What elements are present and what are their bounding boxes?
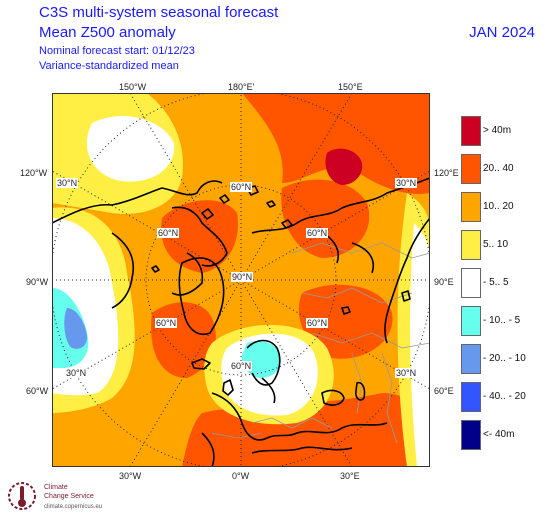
legend-label: 10.. 20 xyxy=(483,201,514,212)
lat-label-30n-sw: 30°N xyxy=(65,368,88,378)
variable-title: Mean Z500 anomaly xyxy=(39,24,176,41)
logo-url: climate.copernicus.eu xyxy=(44,504,103,510)
legend-item: <- 40m xyxy=(461,420,545,450)
lat-label-30n-ne: 30°N xyxy=(395,178,418,188)
coastlines xyxy=(52,177,430,467)
forecast-start: Nominal forecast start: 01/12/23 xyxy=(39,45,195,57)
copernicus-logo: Climate Change Service climate.copernicu… xyxy=(6,476,136,516)
legend-swatch xyxy=(461,230,481,260)
lon-label-0: 0°W xyxy=(232,471,250,481)
legend-item: > 40m xyxy=(461,116,545,146)
method-note: Variance-standardized mean xyxy=(39,60,179,72)
logo-text-line2: Change Service xyxy=(44,493,94,500)
lon-label-90w: 90°W xyxy=(26,277,49,287)
legend-label: - 5.. 5 xyxy=(483,277,509,288)
legend-swatch xyxy=(461,192,481,222)
anomaly-map xyxy=(52,93,430,467)
lat-label-60n-se: 60°N xyxy=(306,318,329,328)
legend-swatch xyxy=(461,306,481,336)
lat-label-60n-n: 60°N xyxy=(230,182,253,192)
lon-label-30e: 30°E xyxy=(340,471,360,481)
legend-item: - 40.. - 20 xyxy=(461,382,545,412)
anomaly-blob-20-40-canada xyxy=(161,200,238,273)
anomaly-field-minus10-20 xyxy=(64,308,88,349)
lat-label-60n-e: 60°N xyxy=(306,228,329,238)
lon-label-60e: 60°E xyxy=(434,386,454,396)
legend-label: 5.. 10 xyxy=(483,239,509,250)
lat-label-30n-nw: 30°N xyxy=(56,178,79,188)
anomaly-blob-20-40-asia xyxy=(298,284,393,359)
legend-swatch xyxy=(461,268,481,298)
lat-label-30n-se: 30°N xyxy=(395,368,418,378)
anomaly-field-neutral-nw xyxy=(86,115,175,182)
anomaly-blob-20-40-siberia xyxy=(281,179,370,258)
lon-label-120w: 120°W xyxy=(20,168,48,178)
map-title: C3S multi-system seasonal forecast xyxy=(39,4,279,21)
lon-label-120e: 120°E xyxy=(434,168,459,178)
lon-label-60w: 60°W xyxy=(26,386,49,396)
anomaly-field-over40 xyxy=(325,148,363,185)
valid-month: JAN 2024 xyxy=(469,24,535,41)
legend-item: - 20.. - 10 xyxy=(461,344,545,374)
legend-item: 10.. 20 xyxy=(461,192,545,222)
legend-label: - 10.. - 5 xyxy=(483,315,521,326)
climate-service-icon xyxy=(8,482,36,510)
lat-label-60n-w: 60°N xyxy=(157,228,180,238)
logo-text-line1: Climate xyxy=(44,484,68,491)
legend-label: <- 40m xyxy=(483,429,515,440)
legend-swatch xyxy=(461,116,481,146)
legend-item: 5.. 10 xyxy=(461,230,545,260)
legend-swatch xyxy=(461,154,481,184)
lon-label-150w: 150°W xyxy=(119,82,147,92)
lat-label-90n: 90°N xyxy=(231,272,254,282)
legend-label: 20.. 40 xyxy=(483,163,514,174)
lat-label-60n-s: 60°N xyxy=(230,361,253,371)
graticule xyxy=(52,93,430,467)
lon-label-150e: 150°E xyxy=(338,82,363,92)
legend-label: - 20.. - 10 xyxy=(483,353,526,364)
legend-item: - 5.. 5 xyxy=(461,268,545,298)
lat-label-60n-sw: 60°N xyxy=(155,318,178,328)
legend-swatch xyxy=(461,420,481,450)
legend-item: - 10.. - 5 xyxy=(461,306,545,336)
lon-label-180: 180°E' xyxy=(228,82,255,92)
legend-item: 20.. 40 xyxy=(461,154,545,184)
legend-label: - 40.. - 20 xyxy=(483,391,526,402)
legend-label: > 40m xyxy=(483,125,512,136)
legend-swatch xyxy=(461,382,481,412)
lon-label-30w: 30°W xyxy=(119,471,142,481)
legend-swatch xyxy=(461,344,481,374)
lon-label-90e: 90°E xyxy=(434,277,454,287)
